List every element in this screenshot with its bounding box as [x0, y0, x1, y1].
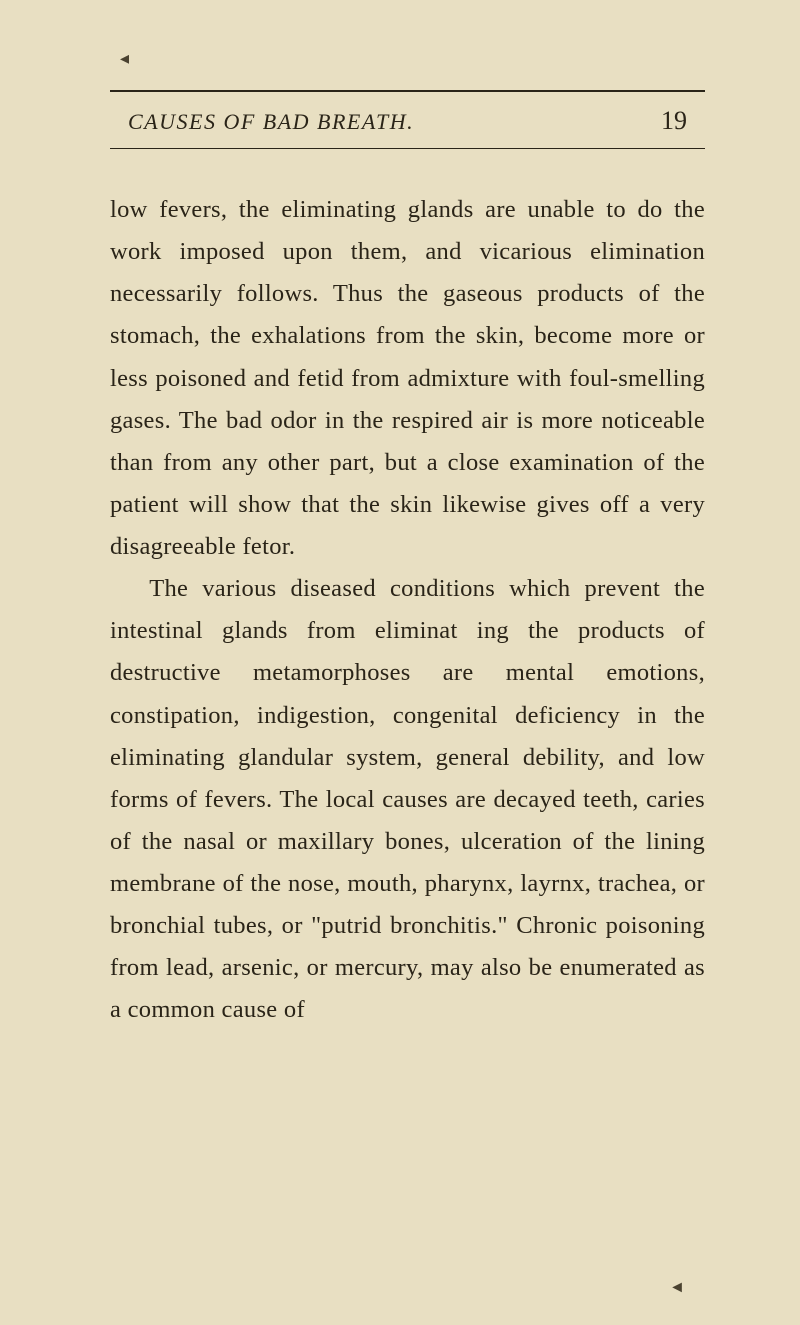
header-area: CAUSES OF BAD BREATH. 19: [110, 90, 705, 149]
running-header: CAUSES OF BAD BREATH. 19: [110, 106, 705, 136]
page-mark-top: ◂: [120, 48, 129, 69]
paragraph-2: The various diseased conditions which pr…: [110, 568, 705, 1031]
header-rule: [110, 148, 705, 149]
page-mark-bottom: ◄: [669, 1279, 685, 1297]
paragraph-1: low fevers, the eliminating glands are u…: [110, 189, 705, 568]
page-number: 19: [661, 106, 687, 136]
body-text: low fevers, the eliminating glands are u…: [110, 189, 705, 1032]
header-title: CAUSES OF BAD BREATH.: [128, 109, 414, 135]
page-container: CAUSES OF BAD BREATH. 19 low fevers, the…: [0, 0, 800, 1112]
